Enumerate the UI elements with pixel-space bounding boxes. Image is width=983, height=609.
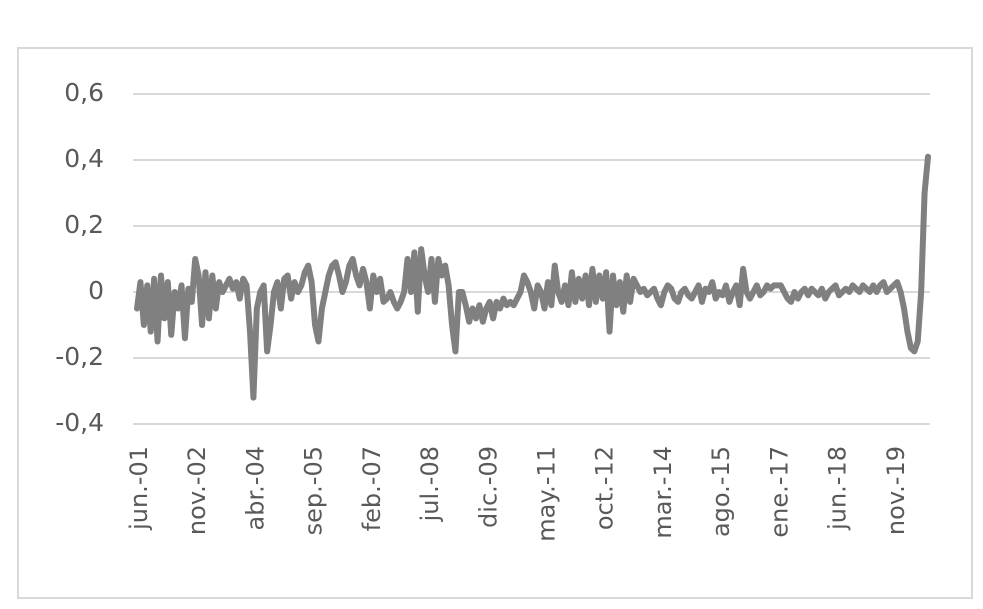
x-tick-label: nov.-19 (882, 446, 910, 535)
x-tick-label: mar.-14 (649, 446, 677, 539)
x-tick-label: dic.-09 (474, 446, 502, 528)
y-tick-label: -0,4 (55, 408, 104, 437)
x-tick-label: sep.-05 (300, 446, 328, 535)
y-tick-label: -0,2 (55, 342, 104, 371)
y-tick-label: 0,2 (64, 210, 104, 239)
x-tick-label: may.-11 (532, 446, 560, 542)
y-tick-label: 0 (88, 276, 104, 305)
x-tick-label: feb.-07 (358, 446, 386, 531)
x-tick-label: oct.-12 (591, 446, 619, 530)
x-tick-label: jul.-08 (416, 446, 444, 522)
chart-border (17, 47, 973, 599)
x-tick-label: jun.-01 (125, 446, 153, 531)
y-tick-label: 0,4 (64, 144, 104, 173)
x-tick-label: jun.-18 (824, 446, 852, 531)
x-tick-label: ago.-15 (707, 446, 735, 537)
y-tick-label: 0,6 (64, 78, 104, 107)
data-line (134, 153, 931, 401)
x-tick-label: nov.-02 (183, 446, 211, 535)
x-tick-label: ene.-17 (765, 446, 793, 538)
x-tick-label: abr.-04 (241, 446, 269, 530)
